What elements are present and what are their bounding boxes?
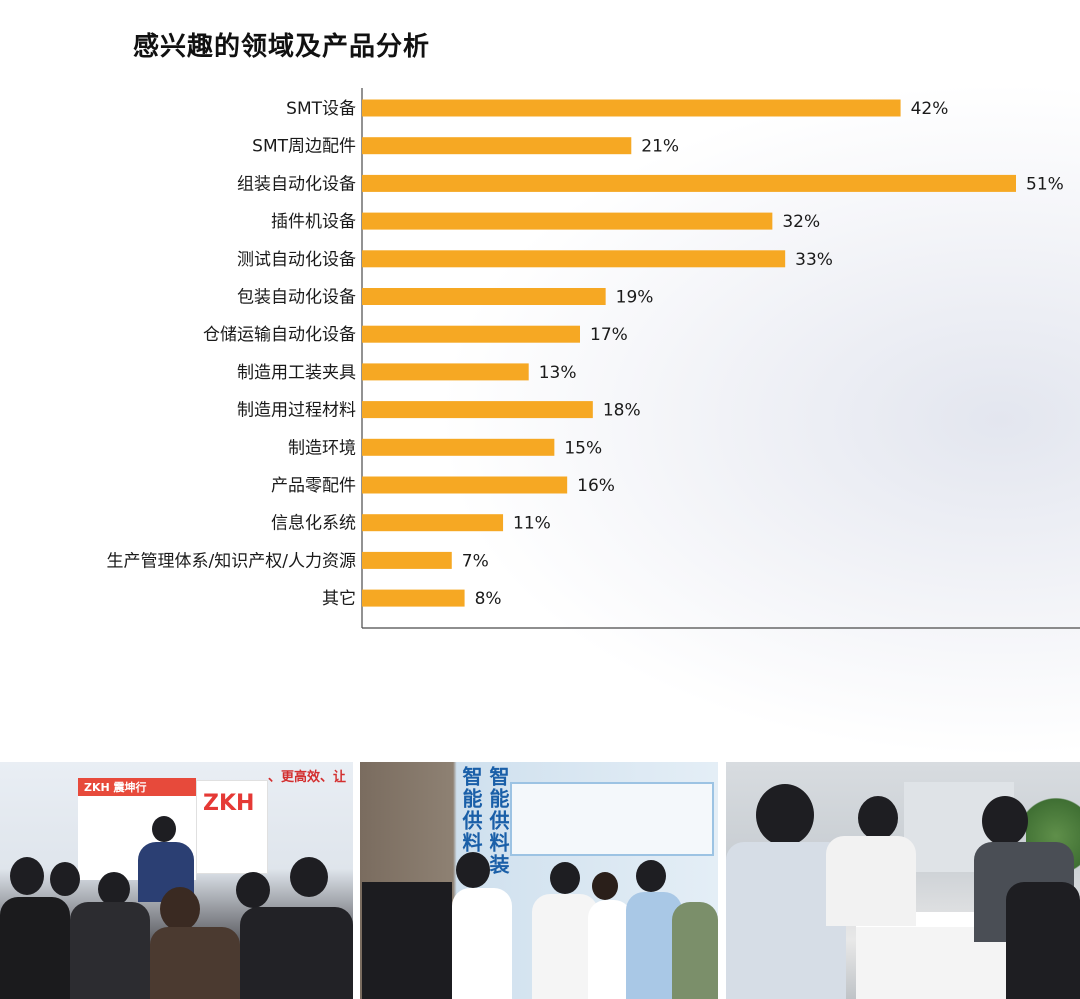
- value-label: 21%: [641, 137, 679, 157]
- exhibition-booth-photo: 、更高效、让 ZKH 震坤行 ZKH: [0, 762, 353, 999]
- category-label: 制造用过程材料: [237, 401, 356, 421]
- business-meeting-photo: [726, 762, 1080, 999]
- booth-sign-right: 智能供料装: [486, 766, 510, 876]
- visitor-body: [672, 902, 718, 999]
- audience-body: [0, 897, 70, 999]
- bar: [362, 99, 901, 117]
- visitor-head: [550, 862, 580, 894]
- bar: [362, 174, 1016, 192]
- category-label: 插件机设备: [271, 212, 356, 232]
- zkh-logo: ZKH: [203, 791, 255, 816]
- category-label: SMT设备: [286, 99, 356, 119]
- category-label: 测试自动化设备: [237, 250, 356, 270]
- speaker-head: [152, 816, 176, 842]
- value-label: 17%: [590, 325, 628, 345]
- category-label: 制造用工装夹具: [237, 363, 356, 383]
- audience-body: [70, 902, 150, 999]
- audience-head: [10, 857, 44, 895]
- bar: [362, 212, 773, 230]
- visitor-body: [452, 888, 512, 999]
- category-label: SMT周边配件: [252, 137, 356, 157]
- category-label: 产品零配件: [271, 476, 356, 496]
- category-label: 制造环境: [288, 438, 356, 458]
- audience-head: [160, 887, 200, 931]
- category-label: 生产管理体系/知识产权/人力资源: [107, 551, 356, 571]
- bar: [362, 438, 555, 456]
- audience-head: [290, 857, 328, 897]
- man-body: [1006, 882, 1080, 999]
- bar: [362, 401, 593, 419]
- audience-head: [50, 862, 80, 896]
- man-head: [858, 796, 898, 840]
- man-body: [826, 836, 916, 926]
- value-label: 7%: [462, 551, 489, 571]
- bar: [362, 551, 452, 569]
- value-label: 11%: [513, 514, 551, 534]
- bar: [362, 363, 529, 381]
- man-head: [982, 796, 1028, 846]
- event-photo-strip: 、更高效、让 ZKH 震坤行 ZKH 智能供料 智能供料装 业阵: [0, 762, 1080, 999]
- value-label: 42%: [911, 99, 949, 119]
- value-label: 8%: [475, 589, 502, 609]
- chart-title: 感兴趣的领域及产品分析: [133, 32, 431, 62]
- audience-body: [240, 907, 353, 999]
- audience-head: [98, 872, 130, 906]
- visitor-head: [636, 860, 666, 892]
- audience-head: [236, 872, 270, 908]
- category-label: 包装自动化设备: [237, 288, 356, 308]
- booth-sign-left: 智能供料: [459, 766, 483, 854]
- visitor-head: [456, 852, 490, 888]
- visitor-head: [592, 872, 618, 900]
- product-panel: [510, 782, 714, 856]
- bar: [362, 589, 465, 607]
- bar: [362, 250, 786, 268]
- value-label: 13%: [539, 363, 577, 383]
- category-label: 仓储运输自动化设备: [203, 325, 356, 345]
- audience-body: [150, 927, 240, 999]
- machine: [362, 882, 452, 999]
- value-label: 15%: [564, 438, 602, 458]
- man-head: [756, 784, 814, 846]
- value-label: 32%: [782, 212, 820, 232]
- bar: [362, 137, 632, 155]
- visitor-body: [588, 900, 632, 999]
- zkh-logo-panel: ZKH: [196, 780, 268, 874]
- exhibition-visitors-photo: 智能供料 智能供料装 业阵: [360, 762, 718, 999]
- category-label: 组装自动化设备: [237, 174, 356, 194]
- booth-banner-text: 、更高效、让: [268, 770, 347, 785]
- category-label: 其它: [322, 589, 356, 609]
- bar: [362, 325, 580, 343]
- bar: [362, 514, 504, 532]
- value-label: 18%: [603, 401, 641, 421]
- category-label: 信息化系统: [271, 514, 356, 534]
- value-label: 51%: [1026, 174, 1064, 194]
- board-title: ZKH 震坤行: [84, 781, 147, 794]
- bar: [362, 476, 568, 494]
- value-label: 19%: [616, 288, 654, 308]
- bar: [362, 288, 606, 305]
- bar-chart: SMT设备 42% SMT周边配件 21% 组装自动化设备 51% 插件机设备 32% 测试自动…: [107, 88, 1080, 629]
- visitor-body: [532, 894, 598, 999]
- value-label: 16%: [577, 476, 615, 496]
- value-label: 33%: [795, 250, 833, 270]
